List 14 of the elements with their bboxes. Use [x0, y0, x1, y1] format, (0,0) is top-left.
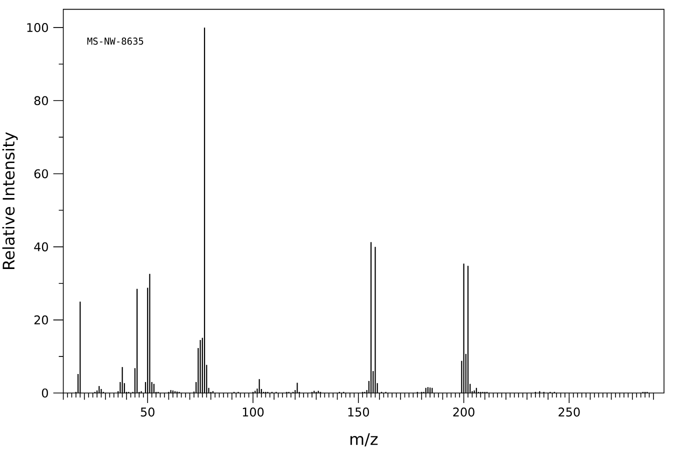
x-axis-title: m/z — [350, 433, 378, 446]
x-tick-label: 250 — [558, 408, 580, 417]
y-tick-label: 40 — [34, 242, 48, 252]
y-tick-label: 20 — [34, 315, 48, 324]
y-axis-title: Relative Intensity — [2, 132, 18, 269]
y-tick-label: 60 — [34, 169, 48, 178]
x-tick-label: 50 — [140, 408, 154, 417]
y-tick-label: 80 — [34, 96, 48, 106]
y-tick-label: 100 — [27, 23, 48, 32]
x-tick-label: 150 — [348, 408, 369, 417]
annotation: MS-NW-8635 — [87, 38, 144, 45]
y-tick-label: 0 — [42, 388, 48, 398]
x-tick-label: 200 — [453, 408, 474, 417]
x-tick-label: 100 — [242, 408, 264, 417]
